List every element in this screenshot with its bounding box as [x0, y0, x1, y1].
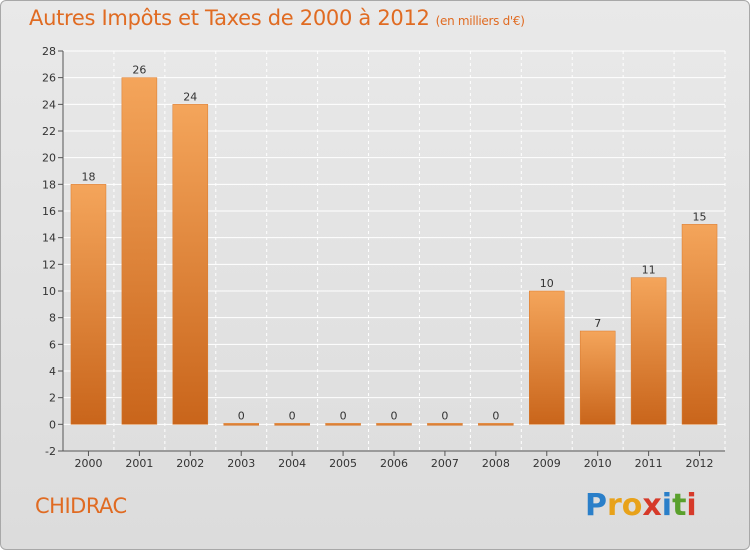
y-tick-label: 20	[42, 152, 56, 165]
bar	[478, 423, 514, 426]
bar	[70, 184, 107, 425]
x-tick-label: 2000	[74, 457, 102, 470]
chart-title-text: Autres Impôts et Taxes de 2000 à 2012	[29, 6, 430, 30]
x-tick-label: 2002	[176, 457, 204, 470]
data-label: 24	[183, 90, 197, 103]
y-tick-label: 2	[49, 392, 56, 405]
x-tick-label: 2004	[278, 457, 306, 470]
logo-letter: r	[607, 488, 622, 523]
data-label: 7	[594, 317, 601, 330]
x-tick-label: 2005	[329, 457, 357, 470]
data-labels: 18 26 24 0 0 0 0 0 0 10 7 11 15	[81, 64, 706, 423]
y-tick-label: 8	[49, 312, 56, 325]
data-label: 0	[492, 409, 499, 422]
chart-title: Autres Impôts et Taxes de 2000 à 2012 (en…	[29, 6, 525, 30]
data-label: 0	[391, 409, 398, 422]
bar	[325, 423, 361, 426]
y-tick-label: 14	[42, 232, 56, 245]
logo-letter: i	[686, 488, 697, 523]
logo-letter: o	[621, 488, 643, 523]
y-tick-label: 12	[42, 258, 56, 271]
grid	[62, 50, 726, 452]
y-tick-label: 18	[42, 178, 56, 191]
y-tick-label: 22	[42, 125, 56, 138]
data-label: 0	[340, 409, 347, 422]
logo-letter: x	[642, 488, 662, 523]
commune-name: CHIDRAC	[35, 494, 127, 518]
data-label: 15	[693, 210, 707, 223]
data-label: 0	[238, 409, 245, 422]
y-tick-label: 28	[42, 45, 56, 58]
bar	[630, 277, 667, 425]
bars	[70, 77, 718, 426]
bar	[579, 330, 616, 425]
logo-letter: P	[585, 488, 607, 523]
bar	[427, 423, 463, 426]
y-tick-label: 10	[42, 285, 56, 298]
y-tick-label: 4	[49, 365, 56, 378]
x-tick-label: 2009	[533, 457, 561, 470]
data-label: 10	[540, 277, 554, 290]
data-label: 18	[81, 170, 95, 183]
chart-subtitle: (en milliers d'€)	[435, 14, 525, 28]
data-label: 26	[132, 64, 146, 77]
data-label: 11	[642, 264, 656, 277]
y-tick-label: 16	[42, 205, 56, 218]
x-tick-label: 2011	[635, 457, 663, 470]
x-tick-label: 2012	[686, 457, 714, 470]
data-label: 0	[441, 409, 448, 422]
bar	[681, 224, 718, 425]
x-tick-label: 2003	[227, 457, 255, 470]
y-tick-label: 24	[42, 98, 56, 111]
bar	[172, 104, 209, 425]
proxiti-logo: Proxiti	[585, 488, 697, 523]
logo-letter: i	[661, 488, 673, 523]
x-tick-label: 2006	[380, 457, 408, 470]
x-tick-label: 2007	[431, 457, 459, 470]
bar	[274, 423, 310, 426]
logo-letter: t	[672, 488, 687, 523]
x-tick-label: 2008	[482, 457, 510, 470]
x-tick-label: 2010	[584, 457, 612, 470]
y-tick-label: 0	[49, 418, 56, 431]
y-tick-label: -2	[45, 445, 56, 458]
data-label: 0	[289, 409, 296, 422]
bar	[376, 423, 412, 426]
bar	[529, 290, 565, 425]
bar	[223, 423, 259, 426]
bar	[121, 77, 158, 425]
x-tick-label: 2001	[125, 457, 153, 470]
y-tick-label: 6	[49, 338, 56, 351]
y-tick-label: 26	[42, 72, 56, 85]
